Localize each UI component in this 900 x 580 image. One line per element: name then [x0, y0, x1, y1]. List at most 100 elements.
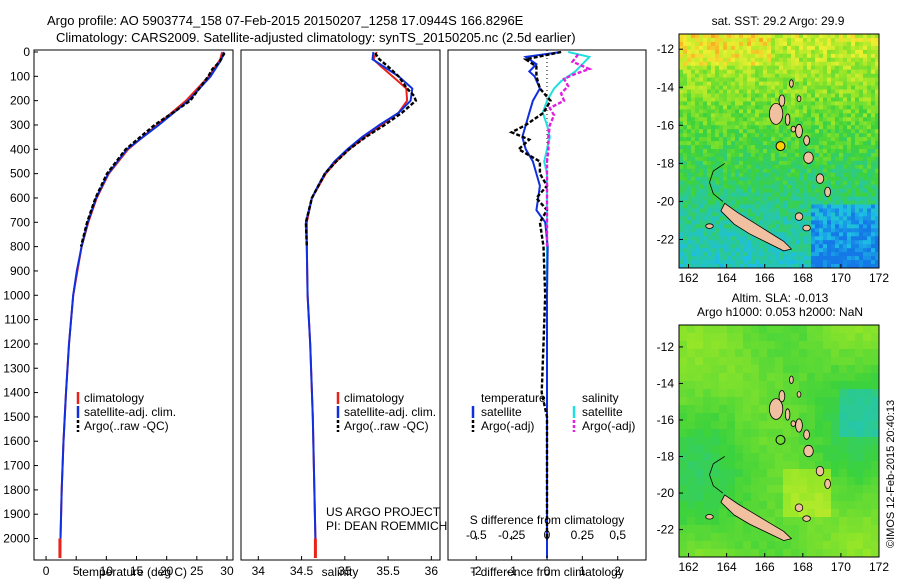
- sst-map-cell: [711, 69, 716, 75]
- sst-map-cell: [819, 216, 824, 221]
- sla-map-cell: [815, 525, 824, 534]
- sst-map-cell: [807, 45, 812, 51]
- legend-label-temp-argo: Argo(-adj): [481, 419, 534, 433]
- s-difference-xlabel: S difference from climatology: [470, 513, 625, 527]
- sst-map-cell: [863, 57, 868, 63]
- sst-map-cell: [715, 248, 720, 253]
- sst-map-cell: [847, 260, 852, 265]
- sst-map-cell: [859, 204, 864, 210]
- sst-map-cell: [715, 57, 720, 63]
- sst-map-cell: [711, 252, 716, 257]
- sst-map-cell: [847, 133, 852, 138]
- sla-map-cell: [791, 381, 800, 390]
- sst-map-cell: [811, 141, 816, 146]
- sst-map-cell: [787, 141, 792, 146]
- sst-map-cell: [815, 216, 820, 221]
- sst-map-cell: [839, 260, 844, 265]
- sst-map-cell: [847, 117, 852, 122]
- sst-map-cell: [739, 81, 744, 87]
- sst-map-cell: [799, 260, 804, 265]
- sst-map-cell: [831, 97, 836, 103]
- sla-map-cell: [823, 517, 832, 526]
- sst-map-cell: [855, 236, 860, 241]
- sla-map-cell: [759, 405, 768, 414]
- sst-map-cell: [791, 57, 796, 63]
- sst-map-cell: [855, 89, 860, 95]
- sst-map-cell: [707, 113, 712, 118]
- sla-map-cell: [847, 469, 856, 478]
- sst-map-cell: [815, 196, 820, 202]
- sst-map-cell: [791, 244, 796, 249]
- sla-map-cell: [727, 533, 736, 542]
- sst-map-cell: [835, 244, 840, 249]
- sst-map-cell: [819, 204, 824, 210]
- sst-map-cell: [823, 97, 828, 103]
- sla-map-cell: [775, 445, 784, 454]
- sst-map-cell: [815, 89, 820, 95]
- sst-map-cell: [843, 164, 848, 170]
- sst-map-cell: [807, 168, 812, 174]
- sst-map-cell: [859, 49, 864, 55]
- sst-map-cell: [747, 34, 752, 39]
- sst-map-cell: [827, 101, 832, 106]
- sst-map-cell: [791, 264, 796, 268]
- sst-map-cell: [859, 264, 864, 268]
- sla-map-cell: [687, 421, 696, 430]
- sst-map-cell: [863, 93, 868, 99]
- sst-map-cell: [699, 176, 704, 182]
- sla-map-cell: [759, 389, 768, 398]
- sla-map-cell: [807, 549, 816, 557]
- sla-map-cell: [703, 533, 712, 542]
- sst-map-cell: [691, 216, 696, 221]
- sst-map-cell: [683, 93, 688, 99]
- sst-map-cell: [759, 57, 764, 63]
- sst-map-cell: [699, 196, 704, 202]
- sst-map-cell: [875, 264, 879, 268]
- sst-map-cell: [771, 204, 776, 210]
- sst-map-cell: [875, 240, 879, 245]
- sst-map-cell: [711, 101, 716, 106]
- sla-map-cell: [711, 501, 720, 510]
- sst-map-cell: [831, 240, 836, 245]
- sst-map-cell: [855, 41, 860, 47]
- sla-map-cell: [839, 389, 848, 398]
- sst-map-cell: [775, 81, 780, 87]
- sla-map-xtick-label: 166: [755, 560, 775, 574]
- sst-map-cell: [863, 34, 868, 39]
- sst-map-cell: [715, 192, 720, 198]
- sst-map-cell: [751, 73, 756, 79]
- sla-map-cell: [703, 493, 712, 502]
- sst-map-cell: [775, 69, 780, 75]
- sst-map-cell: [763, 34, 768, 39]
- sst-map-cell: [731, 224, 736, 229]
- sst-map-cell: [815, 228, 820, 233]
- sst-map-cell: [787, 208, 792, 214]
- sst-map-cell: [715, 109, 720, 114]
- sst-map-cell: [727, 77, 732, 83]
- sst-map-cell: [791, 65, 796, 71]
- sla-map-cell: [719, 533, 728, 542]
- sla-map-cell: [751, 445, 760, 454]
- sla-map-cell: [727, 373, 736, 382]
- sst-map-cell: [787, 240, 792, 245]
- sla-map-cell: [823, 413, 832, 422]
- sst-map-cell: [851, 101, 856, 106]
- sst-map-cell: [799, 188, 804, 194]
- sst-map-cell: [843, 69, 848, 75]
- sst-map-cell: [711, 228, 716, 233]
- sst-map-xtick-label: 172: [869, 271, 889, 285]
- sla-map-cell: [783, 373, 792, 382]
- sst-map-cell: [819, 41, 824, 47]
- sst-map-cell: [687, 256, 692, 261]
- sst-map-cell: [695, 180, 700, 186]
- sst-map-cell: [875, 53, 879, 59]
- sla-map-cell: [871, 477, 879, 486]
- sst-map-cell: [827, 41, 832, 47]
- sst-map-cell: [843, 101, 848, 106]
- sst-map-cell: [731, 180, 736, 186]
- sst-map-cell: [835, 260, 840, 265]
- sst-map-cell: [803, 168, 808, 174]
- sst-map-cell: [823, 153, 828, 158]
- sst-map-cell: [695, 228, 700, 233]
- sla-map-cell: [735, 333, 744, 342]
